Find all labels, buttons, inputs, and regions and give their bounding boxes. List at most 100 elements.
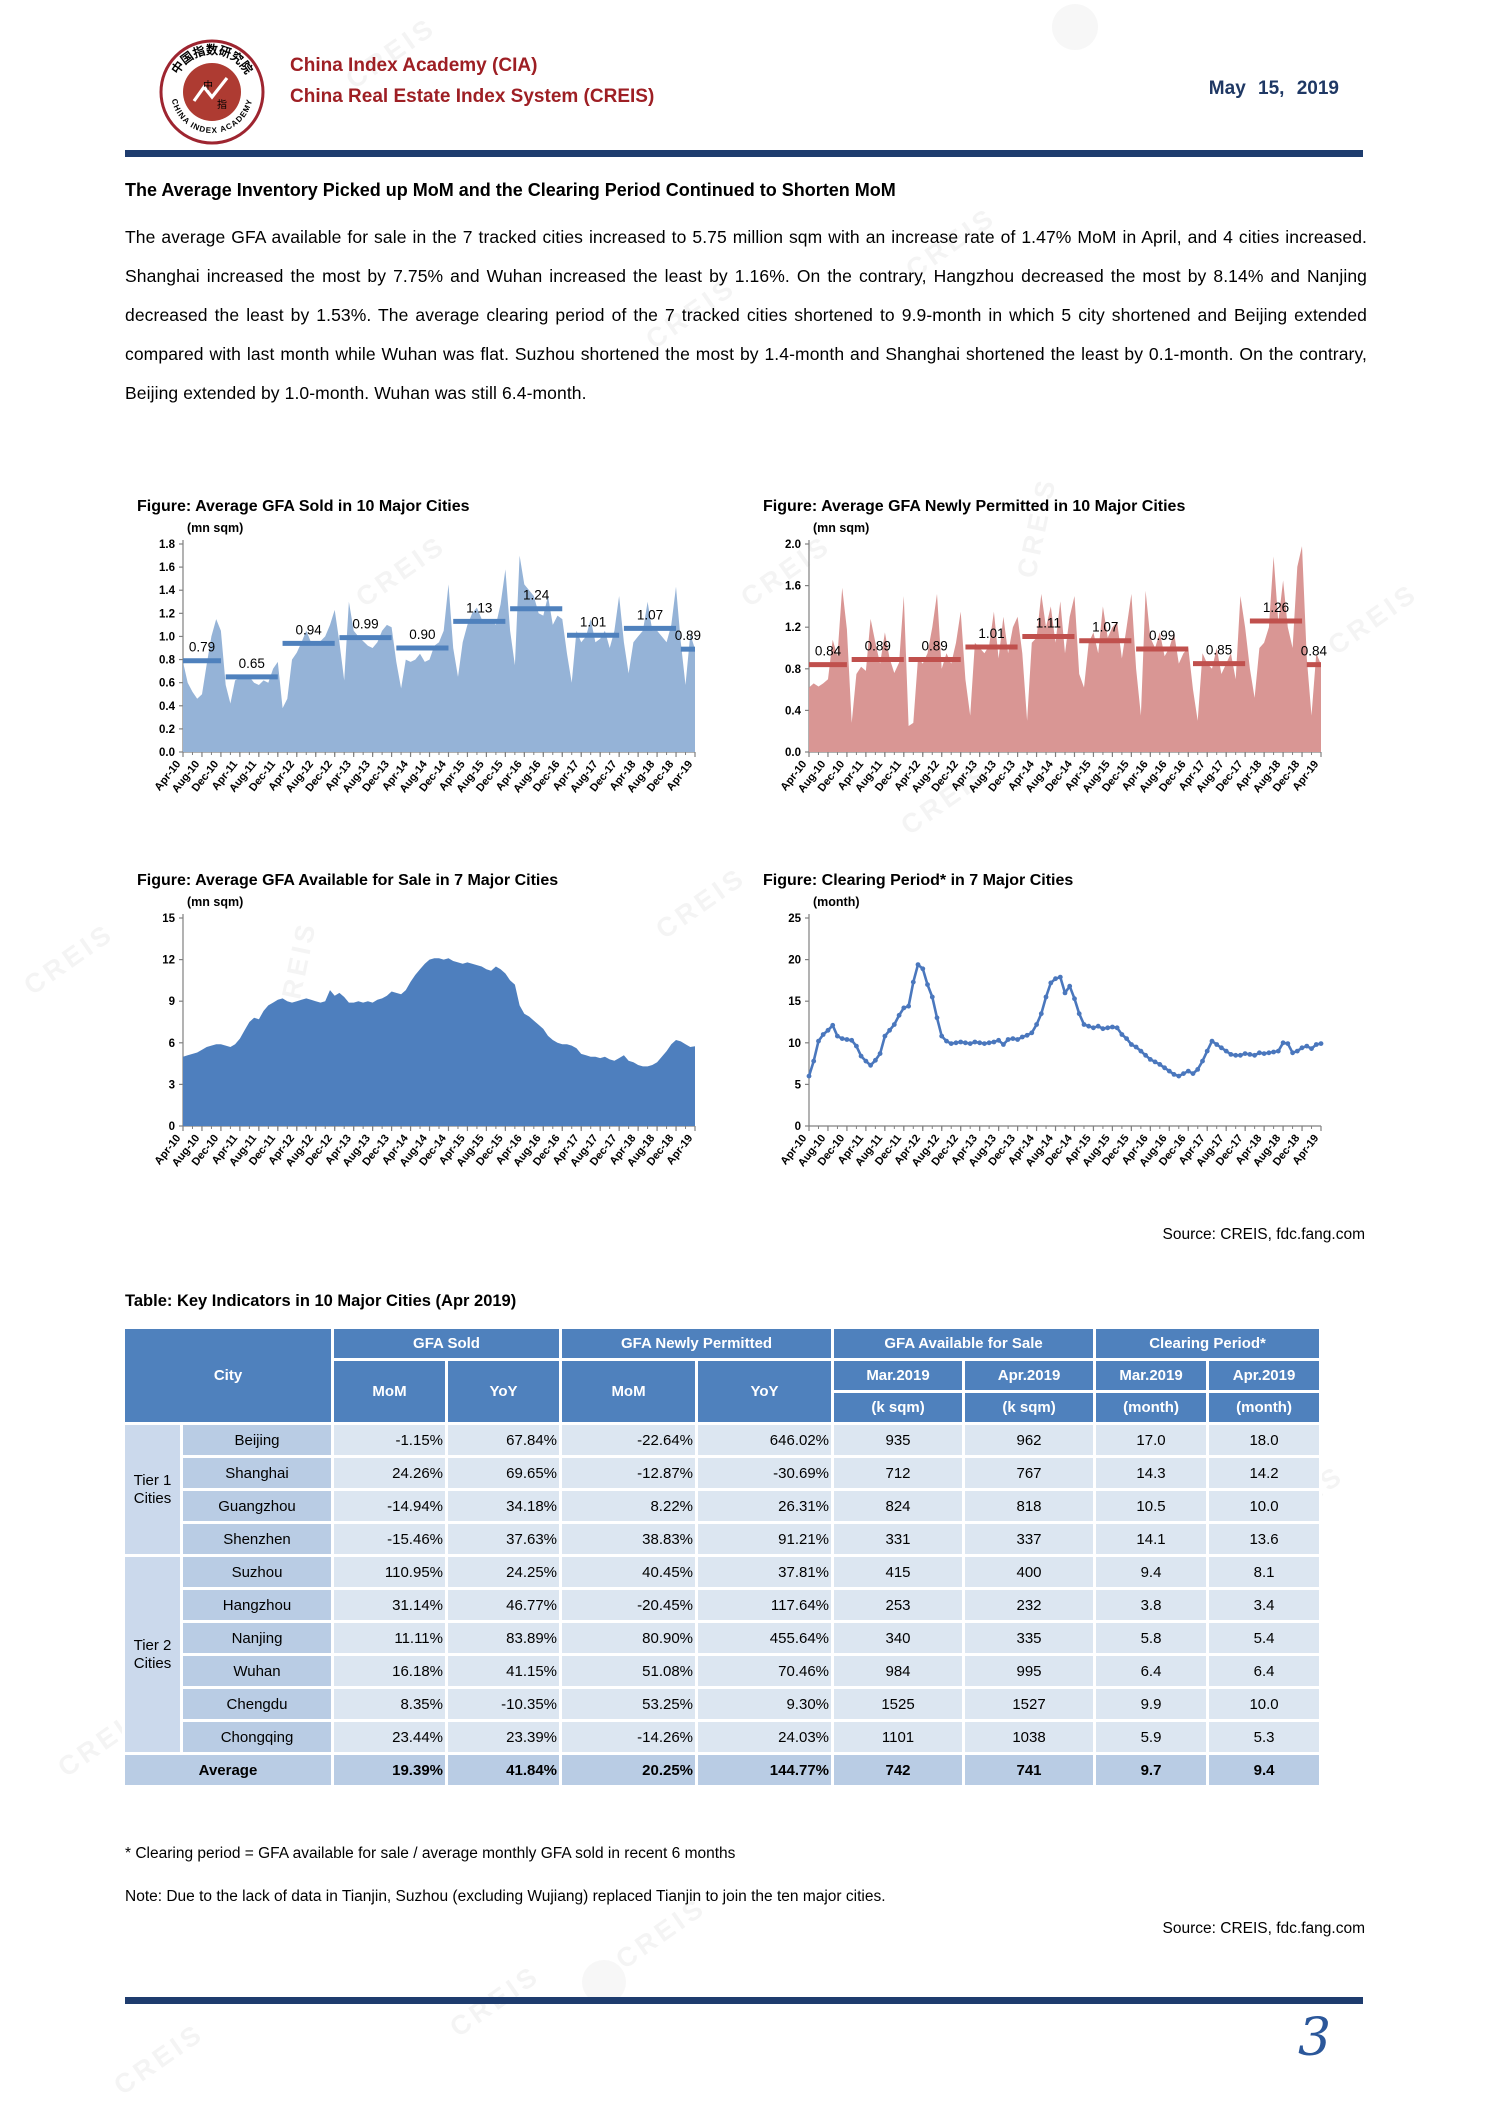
table-cell: 37.63% (448, 1524, 560, 1554)
col-available-apr: Apr.2019 (965, 1361, 1094, 1390)
chart-gfa-sold: Figure: Average GFA Sold in 10 Major Cit… (137, 498, 707, 823)
svg-text:0.99: 0.99 (352, 617, 378, 632)
footer-divider (125, 1997, 1363, 2004)
svg-text:1.6: 1.6 (159, 562, 175, 574)
city-name: Hangzhou (183, 1590, 331, 1620)
svg-text:0.2: 0.2 (159, 724, 175, 736)
table-cell: 8.1 (1209, 1557, 1320, 1587)
table-row: Tier 2 Cities Suzhou 110.95% 24.25% 40.45% 37… (125, 1557, 1320, 1752)
table-header-row-sub: MoM YoY MoM YoY Mar.2019 Apr.2019 Mar.20… (125, 1361, 1320, 1422)
table-cell: 5.9 (1096, 1722, 1207, 1752)
table-cell: 10.0 (1209, 1491, 1320, 1521)
svg-text:6: 6 (169, 1038, 175, 1050)
table-cell: 5.8 (1096, 1623, 1207, 1653)
table-cell: 18.0 (1209, 1425, 1320, 1455)
table-row: Wuhan 16.18% 41.15% 51.08% 70.46% 984 995 6.4 6.… (125, 1656, 1320, 1686)
logo-char-2: 指 (217, 98, 227, 111)
table-cell: 20.25% (562, 1755, 696, 1785)
table-cell: 3.4 (1209, 1590, 1320, 1620)
header-divider (125, 150, 1363, 157)
table-cell: 14.2 (1209, 1458, 1320, 1488)
logo-char-1: 中 (203, 79, 213, 92)
table-cell: 253 (834, 1590, 963, 1620)
chart-canvas: 0.0 0.4 0.8 1.2 1.6 2.0 (mn sqm) Apr-10 Aug-10 De… (763, 518, 1333, 823)
table-cell: 331 (834, 1524, 963, 1554)
svg-text:1.6: 1.6 (785, 581, 801, 593)
table-header-row-units: (k sqm) (k sqm) (month) (month) (125, 1393, 1320, 1422)
table-cell: -14.94% (334, 1491, 445, 1521)
svg-text:0.94: 0.94 (295, 622, 322, 637)
col-header-city: City (125, 1329, 331, 1422)
city-name: Beijing (183, 1425, 331, 1455)
table-title: Table: Key Indicators in 10 Major Cities… (125, 1292, 517, 1310)
table-header-row-groups: City GFA Sold GFA Newly Permitted GFA Av… (125, 1329, 1320, 1422)
table-cell: -15.46% (334, 1524, 445, 1554)
table-cell: 37.81% (698, 1557, 832, 1587)
table-cell: 14.3 (1096, 1458, 1207, 1488)
cia-logo: 中国指数研究院 CHINA INDEX ACADEMY 中 指 (159, 39, 265, 145)
table-cell: 1527 (965, 1689, 1094, 1719)
footnote-note: Note: Due to the lack of data in Tianjin… (125, 1888, 886, 1905)
figure-title: Figure: Average GFA Newly Permitted in 1… (763, 498, 1186, 515)
table-cell: 9.30% (698, 1689, 832, 1719)
table-cell: 26.31% (698, 1491, 832, 1521)
table-cell: 935 (834, 1425, 963, 1455)
svg-text:1.8: 1.8 (159, 539, 176, 551)
table-cell: 24.03% (698, 1722, 832, 1752)
svg-text:20: 20 (788, 955, 801, 967)
table-cell: 995 (965, 1656, 1094, 1686)
table-cell: 19.39% (334, 1755, 445, 1785)
table-cell: 10.5 (1096, 1491, 1207, 1521)
table-cell: 9.7 (1096, 1755, 1207, 1785)
svg-text:0.0: 0.0 (785, 747, 801, 759)
svg-text:0.4: 0.4 (159, 701, 176, 713)
table-cell: 818 (965, 1491, 1094, 1521)
svg-text:1.2: 1.2 (785, 622, 801, 634)
table-cell: -30.69% (698, 1458, 832, 1488)
table-cell: 5.3 (1209, 1722, 1320, 1752)
svg-text:12: 12 (162, 955, 175, 967)
table-cell: 767 (965, 1458, 1094, 1488)
table-cell: 6.4 (1209, 1656, 1320, 1686)
table-cell: 144.77% (698, 1755, 832, 1785)
svg-text:0.8: 0.8 (785, 664, 802, 676)
svg-text:1.11: 1.11 (1036, 616, 1061, 631)
figure-row-1: Figure: Average GFA Sold in 10 Major Cit… (137, 498, 1333, 823)
table-cell: 46.77% (448, 1590, 560, 1620)
table-cell: 51.08% (562, 1656, 696, 1686)
unit-ksqm: (k sqm) (965, 1393, 1094, 1422)
svg-text:5: 5 (795, 1079, 802, 1091)
table-cell: 232 (965, 1590, 1094, 1620)
average-label: Average (125, 1755, 331, 1785)
svg-text:1.01: 1.01 (580, 614, 606, 629)
chart-gfa-available: Figure: Average GFA Available for Sale i… (137, 872, 707, 1197)
chart-canvas: 0.0 0.2 0.4 0.6 0.8 1.0 1.2 1.4 1.6 1.8 (mn sqm) Ap… (137, 518, 707, 823)
figure-title: Figure: Clearing Period* in 7 Major Citi… (763, 872, 1074, 889)
col-group-gfa-newly-permitted: GFA Newly Permitted (562, 1329, 832, 1358)
svg-text:0.6: 0.6 (159, 678, 175, 690)
table-cell: 1038 (965, 1722, 1094, 1752)
col-group-gfa-sold: GFA Sold (334, 1329, 560, 1358)
svg-text:0.89: 0.89 (921, 638, 947, 653)
table-cell: 824 (834, 1491, 963, 1521)
table-cell: 712 (834, 1458, 963, 1488)
svg-text:10: 10 (788, 1038, 801, 1050)
table-cell: 40.45% (562, 1557, 696, 1587)
table-cell: 70.46% (698, 1656, 832, 1686)
creis-watermark: CREIS (18, 917, 120, 1001)
city-name: Suzhou (183, 1557, 331, 1587)
table-cell: 741 (965, 1755, 1094, 1785)
table-cell: 1101 (834, 1722, 963, 1752)
table-row: Shanghai 24.26% 69.65% -12.87% -30.69% 712 767… (125, 1458, 1320, 1488)
col-group-clearing-period: Clearing Period* (1096, 1329, 1320, 1358)
table-cell: 110.95% (334, 1557, 445, 1587)
table-cell: 10.0 (1209, 1689, 1320, 1719)
org-name-line2: China Real Estate Index System (CREIS) (290, 86, 655, 107)
svg-text:0.89: 0.89 (865, 638, 891, 653)
table-row: Shenzhen -15.46% 37.63% 38.83% 91.21% 331 337 1… (125, 1524, 1320, 1554)
table-cell: 3.8 (1096, 1590, 1207, 1620)
creis-watermark: CREIS (108, 2017, 210, 2101)
table-row: Guangzhou -14.94% 34.18% 8.22% 26.31% 824 818 1… (125, 1491, 1320, 1521)
svg-text:1.2: 1.2 (159, 608, 175, 620)
